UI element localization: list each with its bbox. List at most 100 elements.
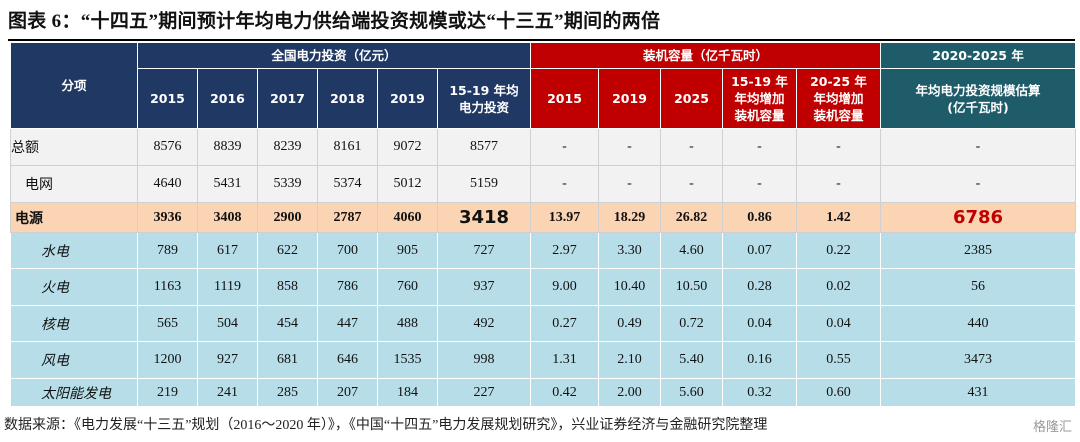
- table-cell: 5012: [377, 165, 438, 203]
- column-header: 2015: [137, 68, 198, 129]
- table-cell: -: [660, 128, 724, 166]
- table-cell: 488: [377, 305, 438, 342]
- table-cell: 0.04: [722, 305, 798, 342]
- column-header: 15-19 年年均增加 装机容量: [722, 68, 798, 129]
- table-cell: 8161: [317, 128, 378, 166]
- column-header: 年均电力投资规模估算 (亿千瓦时): [880, 68, 1077, 129]
- table-cell: 1535: [377, 341, 438, 379]
- table-row: 太阳能发电 219 241 285 207 184 227 0.42 2.00 5.60 0.32 0…: [10, 378, 1077, 407]
- table-cell: 8577: [436, 128, 532, 166]
- table-cell: 1200: [137, 341, 198, 379]
- table-cell: 2.00: [598, 378, 662, 407]
- column-header: 2017: [257, 68, 318, 129]
- table-row: 总额 8576 8839 8239 8161 9072 8577- - - - - -: [10, 128, 1077, 166]
- table-cell: 700: [317, 232, 378, 269]
- table-cell: 13.97: [530, 202, 600, 233]
- column-header-line: 年均增加: [734, 91, 785, 106]
- table-cell: 10.50: [660, 268, 724, 306]
- column-header-line: 20-25 年: [810, 74, 867, 89]
- table-cell: 184: [377, 378, 438, 407]
- table-cell: 440: [880, 305, 1077, 342]
- table-cell: 9072: [377, 128, 438, 166]
- table-cell: 3.30: [598, 232, 662, 269]
- row-label: 电源: [10, 202, 138, 233]
- table-cell: 2.97: [530, 232, 600, 269]
- table-cell: 1.31: [530, 341, 600, 379]
- table-cell: 681: [257, 341, 318, 379]
- column-header: 20-25 年年均增加装机容量: [796, 68, 882, 129]
- column-header-line: 装机容量: [734, 108, 785, 123]
- source: 数据来源：《电力发展“十三五”规划（2016～2020 年）》，《中国“十四五”…: [4, 418, 768, 433]
- table-cell: 492: [436, 305, 532, 342]
- table-cell: 617: [197, 232, 258, 269]
- table-cell: 0.42: [530, 378, 600, 407]
- table-cell: 786: [317, 268, 378, 306]
- table-cell: 3936: [137, 202, 198, 233]
- table-cell: 5431: [197, 165, 258, 203]
- header-row: 2015 2016 2017 2018 2019 15-19 年均 电力投资 2015 2019…: [11, 68, 1077, 129]
- column-header-line: 2017: [270, 91, 305, 106]
- table-cell: 0.27: [530, 305, 600, 342]
- table-cell: -: [722, 128, 798, 166]
- table-cell: -: [598, 128, 662, 166]
- column-header-line: 装机容量: [813, 108, 864, 123]
- table-cell: 998: [436, 341, 532, 379]
- column-header: 2019: [377, 68, 438, 129]
- column-header: 2019: [598, 68, 662, 129]
- table-cell: 1.42: [796, 202, 882, 233]
- title: 图表 6：“十四五”期间预计年均电力供给端投资规模或达“十三五”期间的两倍: [8, 11, 661, 32]
- column-header-line: 电力投资: [459, 99, 510, 115]
- table-cell: 0.22: [796, 232, 882, 269]
- column-header-line: 2015: [547, 91, 582, 106]
- table-cell: -: [796, 128, 882, 166]
- table-cell: 0.72: [660, 305, 724, 342]
- table-cell: 2385: [880, 232, 1077, 269]
- row-label: 火电: [10, 268, 138, 306]
- table-cell: 2.10: [598, 341, 662, 379]
- column-header-line: (亿千瓦时): [947, 99, 1009, 115]
- column-header-line: 年均增加: [813, 91, 864, 106]
- header-row: 分项 全国电力投资（亿元） 装机容量（亿千瓦时） 2020-2025 年: [10, 42, 1077, 129]
- table-cell: 285: [257, 378, 318, 407]
- table-cell: 8839: [197, 128, 258, 166]
- row-label: 核电: [10, 305, 138, 342]
- table-cell: 0.07: [722, 232, 798, 269]
- table-cell: 504: [197, 305, 258, 342]
- column-header: 15-19 年均 电力投资: [436, 68, 532, 129]
- column-header-line: 年均电力投资规模估算: [915, 82, 1041, 98]
- table-cell: 5159: [436, 165, 532, 203]
- table-cell: 454: [257, 305, 318, 342]
- table-cell: 207: [317, 378, 378, 407]
- table-cell: 26.82: [660, 202, 724, 233]
- column-header-line: 2015: [150, 91, 185, 106]
- table-cell: 3473: [880, 341, 1077, 379]
- title-rule: [8, 39, 1075, 41]
- table-row: 电网 4640 5431 5339 5374 5012 5159- - - - - -: [10, 165, 1077, 203]
- table-cell: 0.86: [722, 202, 798, 233]
- table-cell: 4640: [137, 165, 198, 203]
- table-cell: -: [530, 165, 600, 203]
- column-header: 2025: [660, 68, 724, 129]
- table-cell: 646: [317, 341, 378, 379]
- group-header: 2020-2025 年: [880, 42, 1077, 69]
- table-cell: 0.55: [796, 341, 882, 379]
- table-cell: 227: [436, 378, 532, 407]
- table-cell: 0.02: [796, 268, 882, 306]
- table-cell: 219: [137, 378, 198, 407]
- table-row: 风电 1200 927 681 646 1535 998 1.31 2.10 5.40 0.16 0.…: [10, 341, 1077, 379]
- watermark: 格隆汇: [1032, 420, 1072, 435]
- column-header-line: 2025: [674, 91, 709, 106]
- group-header: 装机容量（亿千瓦时）: [530, 42, 882, 69]
- table-cell: -: [660, 165, 724, 203]
- column-header: 2015: [530, 68, 600, 129]
- table-cell: 0.49: [598, 305, 662, 342]
- table-row: 水电 789 617 622 700 905 727 2.97 3.30 4.60 0.07 0.22…: [10, 232, 1077, 269]
- table: 分项 全国电力投资（亿元） 装机容量（亿千瓦时） 2020-2025 年 2015 201…: [10, 42, 1077, 407]
- table-cell: -: [598, 165, 662, 203]
- column-header: 2018: [317, 68, 378, 129]
- table-cell: 18.29: [598, 202, 662, 233]
- group-header: 全国电力投资（亿元）: [136, 42, 532, 69]
- table-cell: 5339: [257, 165, 318, 203]
- column-header: 2016: [197, 68, 258, 129]
